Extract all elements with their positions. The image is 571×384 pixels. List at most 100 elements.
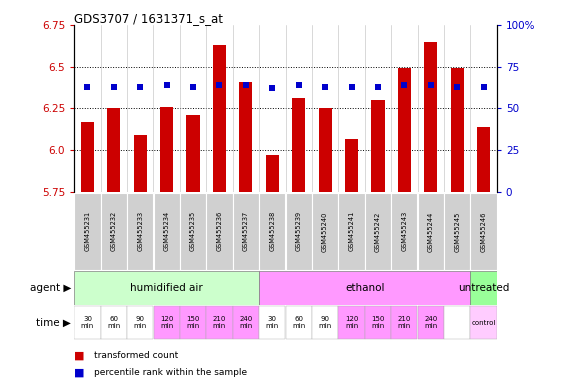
Bar (444, 193, 471, 270)
Text: GSM455239: GSM455239 (296, 211, 301, 252)
Text: GSM455235: GSM455235 (190, 211, 196, 252)
Text: 30
min: 30 min (266, 316, 279, 329)
Bar (471, 193, 497, 270)
Text: GSM455234: GSM455234 (164, 211, 170, 252)
Bar (107, 109, 120, 192)
Bar (365, 193, 391, 270)
Bar (391, 193, 417, 270)
Text: 150
min: 150 min (186, 316, 200, 329)
Text: GSM455231: GSM455231 (85, 211, 90, 252)
Bar (319, 109, 332, 192)
Text: 60
min: 60 min (107, 316, 120, 329)
Bar (292, 98, 305, 192)
Bar (180, 193, 206, 270)
Bar (266, 155, 279, 192)
Bar (180, 306, 206, 339)
Bar (477, 127, 490, 192)
Text: GSM455233: GSM455233 (137, 211, 143, 252)
Text: GSM455232: GSM455232 (111, 211, 117, 252)
Bar (134, 135, 147, 192)
Text: ■: ■ (74, 350, 85, 360)
Point (83, 84, 92, 90)
Bar (424, 41, 437, 192)
Bar (206, 306, 232, 339)
Point (162, 82, 171, 88)
Bar (74, 271, 259, 305)
Point (426, 82, 435, 88)
Point (479, 84, 488, 90)
Bar (127, 306, 154, 339)
Point (215, 82, 224, 88)
Text: 90
min: 90 min (319, 316, 332, 329)
Bar (444, 306, 471, 339)
Text: humidified air: humidified air (130, 283, 203, 293)
Text: percentile rank within the sample: percentile rank within the sample (94, 368, 247, 377)
Point (268, 85, 277, 91)
Bar (365, 306, 391, 339)
Text: 240
min: 240 min (239, 316, 252, 329)
Bar (259, 306, 286, 339)
Bar (187, 115, 200, 192)
Point (136, 84, 145, 90)
Text: transformed count: transformed count (94, 351, 179, 360)
Text: 90
min: 90 min (134, 316, 147, 329)
Text: ethanol: ethanol (345, 283, 384, 293)
Text: agent ▶: agent ▶ (30, 283, 71, 293)
Bar (312, 306, 338, 339)
Bar (100, 306, 127, 339)
Text: 210
min: 210 min (397, 316, 411, 329)
Point (188, 84, 198, 90)
Bar (81, 122, 94, 192)
Bar (471, 271, 497, 305)
Bar (371, 100, 384, 192)
Bar (286, 193, 312, 270)
Point (453, 84, 462, 90)
Text: GSM455244: GSM455244 (428, 211, 434, 252)
Bar (391, 306, 417, 339)
Bar (339, 306, 365, 339)
Point (294, 82, 303, 88)
Text: ■: ■ (74, 367, 85, 377)
Bar (74, 306, 100, 339)
Bar (312, 193, 338, 270)
Point (109, 84, 118, 90)
Text: GSM455243: GSM455243 (401, 211, 407, 252)
Text: 210
min: 210 min (213, 316, 226, 329)
Text: GSM455236: GSM455236 (216, 211, 223, 252)
Bar (233, 306, 259, 339)
Point (400, 82, 409, 88)
Point (242, 82, 251, 88)
Bar (74, 193, 100, 270)
Bar (233, 193, 259, 270)
Text: GSM455245: GSM455245 (454, 211, 460, 252)
Bar (127, 193, 154, 270)
Text: control: control (472, 319, 496, 326)
Bar (471, 306, 497, 339)
Bar (213, 45, 226, 192)
Bar (259, 193, 286, 270)
Text: 120
min: 120 min (345, 316, 358, 329)
Bar (339, 193, 365, 270)
Text: GSM455242: GSM455242 (375, 211, 381, 252)
Text: 150
min: 150 min (371, 316, 385, 329)
Text: GSM455238: GSM455238 (270, 211, 275, 252)
Bar (154, 306, 180, 339)
Text: GSM455241: GSM455241 (348, 211, 355, 252)
Bar (154, 193, 180, 270)
Text: 240
min: 240 min (424, 316, 437, 329)
Bar (417, 193, 444, 270)
Bar (451, 68, 464, 192)
Bar (398, 68, 411, 192)
Text: 120
min: 120 min (160, 316, 174, 329)
Text: GSM455237: GSM455237 (243, 211, 249, 252)
Point (347, 84, 356, 90)
Bar (239, 82, 252, 192)
Text: 30
min: 30 min (81, 316, 94, 329)
Bar (206, 193, 232, 270)
Text: GDS3707 / 1631371_s_at: GDS3707 / 1631371_s_at (74, 12, 223, 25)
Point (373, 84, 383, 90)
Point (320, 84, 329, 90)
Bar (417, 306, 444, 339)
Bar (345, 139, 358, 192)
Text: GSM455246: GSM455246 (481, 211, 486, 252)
